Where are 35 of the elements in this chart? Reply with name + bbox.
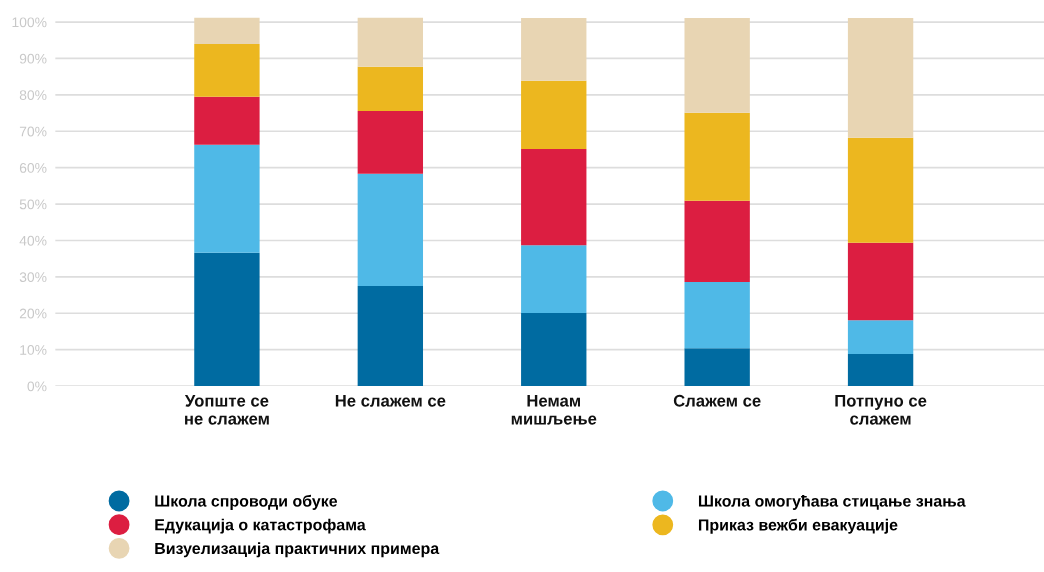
- bar: [194, 144, 260, 253]
- bar: [521, 245, 587, 313]
- legend-label: Школа спроводи обуке: [155, 494, 338, 510]
- bar: [357, 66, 424, 111]
- x-tick-label: Не слажем се: [335, 395, 446, 407]
- bar: [357, 285, 424, 387]
- x-tick-label: Немам мишљење: [511, 395, 597, 425]
- bar: [521, 149, 587, 246]
- legend-label: Визуелизација практичних примера: [155, 542, 440, 558]
- bar: [684, 112, 750, 201]
- bar: [194, 96, 260, 145]
- bar: [684, 348, 750, 387]
- bar: [847, 320, 914, 355]
- bar: [684, 18, 750, 113]
- legend-label: Едукација о катастрофама: [155, 518, 366, 534]
- bar: [357, 173, 424, 286]
- bar: [194, 252, 260, 387]
- x-tick-label: Потпуно се слажем: [835, 395, 927, 425]
- bar: [194, 17, 260, 44]
- bar: [357, 110, 424, 174]
- bar: [357, 17, 424, 67]
- bar: [684, 200, 750, 282]
- bar: [847, 18, 914, 138]
- bar: [684, 281, 750, 349]
- legend-label: Школа омогућава стицање знања: [698, 494, 966, 510]
- bar: [847, 354, 914, 387]
- bar: [847, 242, 914, 321]
- bar: [521, 80, 587, 150]
- bar: [521, 312, 587, 387]
- x-tick-label: Слажем се: [673, 394, 761, 407]
- bar: [194, 43, 260, 97]
- bar: [521, 18, 587, 81]
- x-tick-label: Уопште се не слажем: [184, 395, 269, 425]
- bar: [847, 137, 914, 243]
- legend-label: Приказ вежби евакуације: [698, 518, 898, 534]
